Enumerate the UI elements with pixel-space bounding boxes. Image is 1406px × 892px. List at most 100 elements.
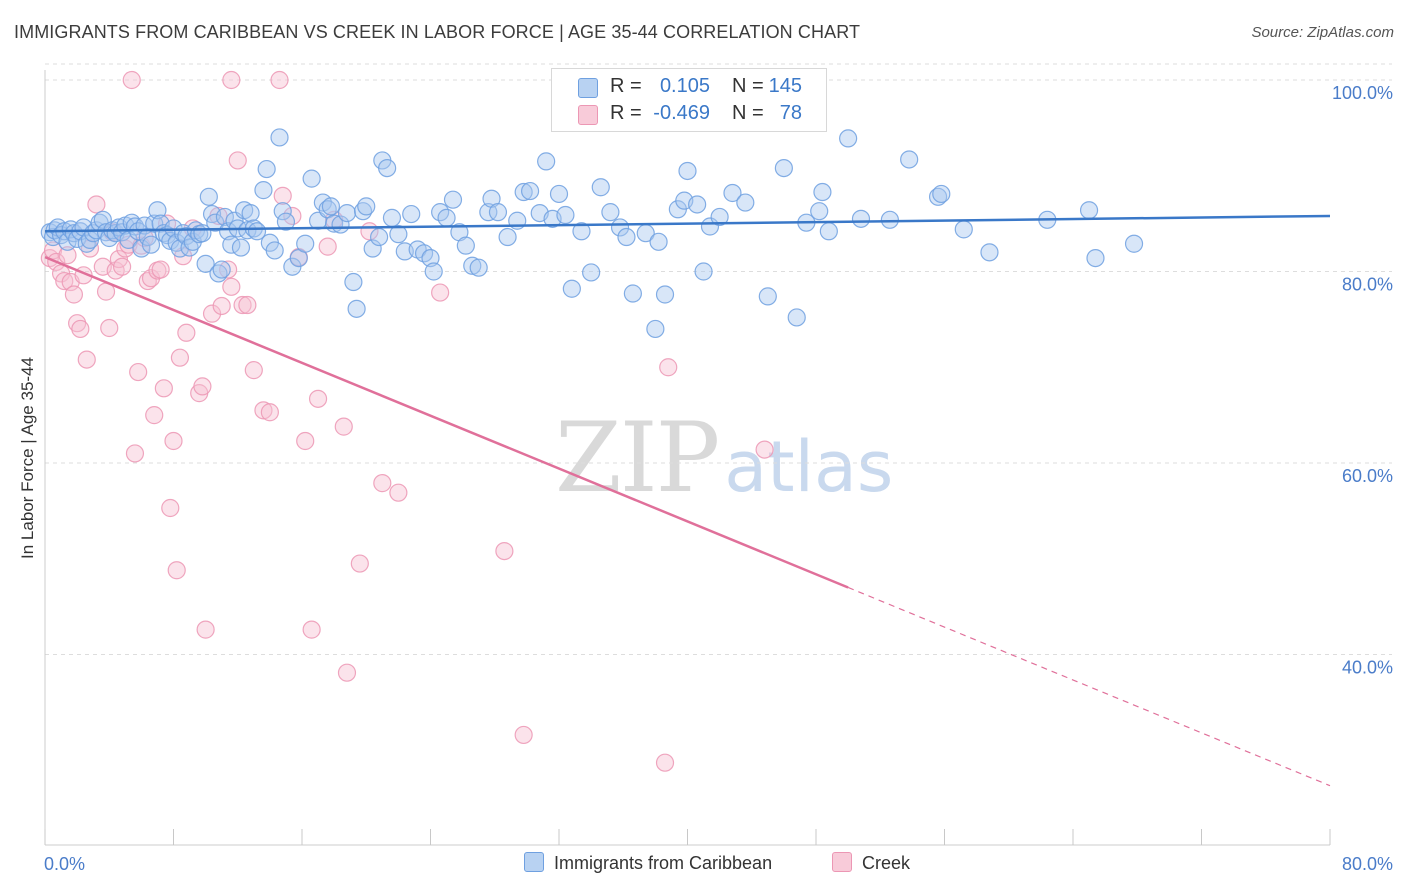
caribbean-point	[954, 220, 973, 239]
caribbean-trend-line	[44, 214, 1331, 233]
creek-point	[100, 318, 119, 338]
creek-point	[58, 246, 77, 265]
caribbean-point	[347, 299, 366, 318]
watermark-atlas: atlas	[724, 426, 894, 508]
caribbean-point	[257, 159, 276, 179]
legend-row-creek: R = -0.469 N = 78	[552, 101, 826, 129]
caribbean-point	[688, 195, 707, 214]
legend-item-caribbean[interactable]: Immigrants from Caribbean	[524, 852, 772, 874]
caribbean-point	[562, 279, 581, 298]
caribbean-point	[758, 287, 777, 306]
caribbean-point	[296, 234, 315, 253]
caribbean-point	[623, 284, 642, 303]
caribbean-point	[370, 227, 389, 247]
caribbean-point	[421, 248, 440, 268]
caribbean-point	[736, 193, 755, 212]
caribbean-point	[141, 235, 161, 254]
caribbean-point	[1079, 201, 1099, 220]
caribbean-point	[774, 158, 793, 178]
caribbean-point	[357, 197, 376, 216]
legend-r-label: R =	[610, 75, 642, 97]
caribbean-point	[180, 238, 199, 257]
caribbean-point	[302, 169, 321, 188]
caribbean-point	[212, 260, 231, 279]
caribbean-point	[710, 207, 729, 227]
legend-label-creek: Creek	[862, 853, 911, 873]
caribbean-point	[591, 178, 610, 197]
caribbean-point	[273, 202, 292, 221]
legend-swatch-creek	[832, 852, 852, 872]
legend-n-value: 145	[768, 75, 802, 97]
x-tick-label: 80.0%	[1342, 854, 1393, 874]
creek-point	[77, 350, 96, 369]
creek-point	[122, 70, 141, 90]
caribbean-point	[880, 210, 899, 229]
caribbean-point	[215, 207, 234, 227]
caribbean-point	[206, 213, 225, 232]
caribbean-point	[723, 183, 742, 203]
caribbean-point	[443, 190, 463, 209]
creek-point	[302, 620, 321, 639]
caribbean-point	[646, 319, 665, 339]
caribbean-point	[556, 205, 575, 225]
creek-point	[655, 753, 675, 772]
caribbean-point	[389, 225, 408, 244]
y-tick-label: 40.0%	[1342, 658, 1393, 678]
caribbean-point	[819, 222, 838, 241]
caribbean-point	[241, 203, 260, 223]
caribbean-point	[344, 272, 363, 292]
caribbean-point	[851, 209, 871, 228]
source-label: Source: ZipAtlas.com	[1251, 24, 1394, 41]
caribbean-point	[148, 201, 167, 220]
caribbean-point	[787, 308, 806, 327]
creek-point	[233, 295, 252, 315]
creek-point	[196, 620, 215, 639]
legend-item-creek[interactable]: Creek	[832, 852, 910, 874]
creek-point	[193, 377, 212, 396]
creek-point	[112, 257, 132, 276]
creek-point	[170, 348, 190, 367]
legend-r-value: 0.105	[659, 75, 710, 97]
caribbean-point	[247, 222, 267, 241]
x-tick-label: 0.0%	[44, 854, 85, 874]
caribbean-point	[1086, 248, 1105, 268]
creek-point	[334, 417, 353, 436]
caribbean-point	[813, 182, 832, 202]
creek-point	[228, 151, 247, 170]
creek-point	[659, 358, 678, 377]
creek-point	[254, 401, 273, 420]
caribbean-point	[488, 203, 508, 222]
creek-point	[495, 541, 514, 561]
y-tick-label: 80.0%	[1342, 275, 1393, 295]
creek-point	[177, 323, 196, 342]
creek-point	[167, 561, 186, 580]
caribbean-point	[196, 254, 215, 273]
caribbean-point	[839, 129, 858, 148]
caribbean-point	[649, 232, 668, 251]
creek-point	[154, 379, 173, 398]
caribbean-point	[337, 203, 357, 223]
caribbean-point	[254, 181, 273, 200]
caribbean-point	[238, 221, 257, 240]
caribbean-point	[678, 161, 697, 181]
legend-label-caribbean: Immigrants from Caribbean	[554, 853, 773, 873]
legend-swatch-creek	[578, 105, 598, 125]
creek-point	[164, 431, 183, 451]
caribbean-point	[655, 285, 675, 304]
caribbean-point	[321, 197, 341, 216]
legend-n-label: N =	[732, 75, 764, 97]
caribbean-point	[601, 203, 620, 222]
y-axis-label: In Labor Force | Age 35-44	[18, 357, 37, 559]
creek-point	[125, 444, 145, 463]
creek-point	[212, 296, 231, 316]
caribbean-point	[199, 187, 218, 206]
creek-point	[222, 277, 241, 296]
creek-point	[373, 474, 392, 493]
creek-trend-extension	[847, 586, 1331, 787]
creek-point	[64, 285, 84, 304]
y-tick-label: 100.0%	[1332, 83, 1393, 103]
legend-r-label: R =	[610, 102, 642, 124]
stats-legend: R = 0.105 N = 145 R = -0.469 N = 78	[551, 68, 827, 132]
caribbean-point	[810, 202, 829, 221]
